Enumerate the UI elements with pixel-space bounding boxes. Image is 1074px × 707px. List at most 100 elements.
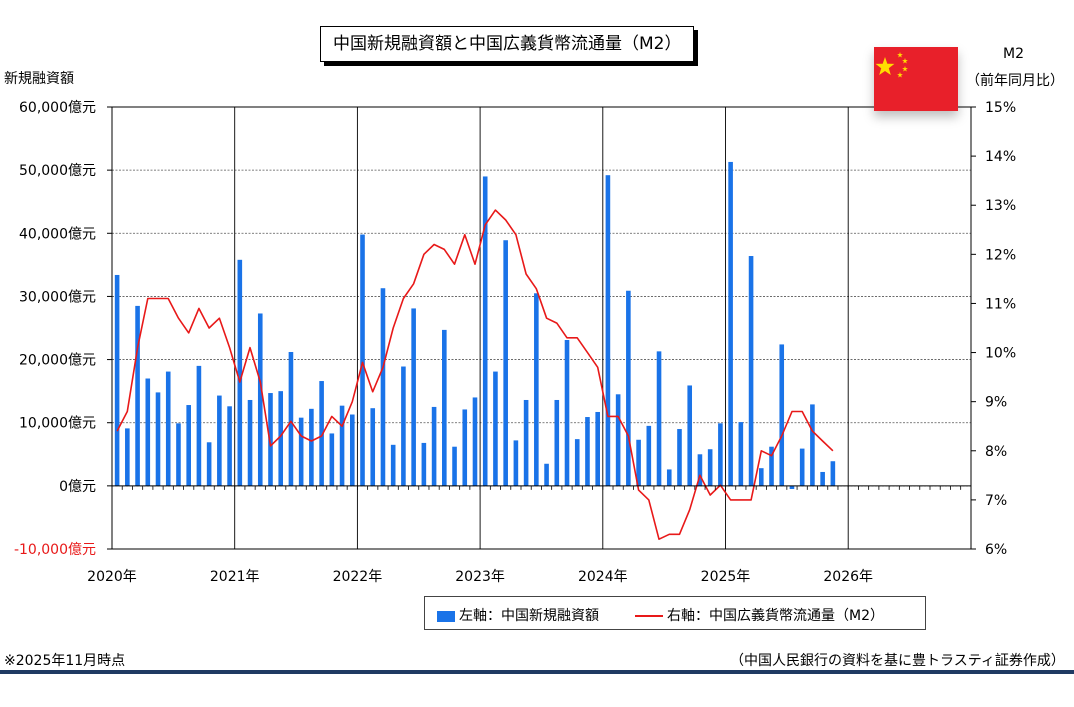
left-tick-label: 10,000億元 (19, 416, 96, 432)
loan-bar (288, 351, 294, 486)
loan-bar (554, 399, 560, 486)
left-tick-label: 60,000億元 (19, 100, 96, 116)
loan-bar (431, 406, 437, 486)
loan-bar (493, 371, 498, 486)
loan-bar (155, 392, 161, 486)
right-tick-label: 7% (985, 493, 1007, 509)
loan-bar (748, 256, 754, 486)
loan-bar (176, 423, 181, 486)
loan-bar (697, 454, 703, 486)
loan-bar (544, 463, 549, 486)
x-tick-label: 2022年 (333, 569, 383, 585)
left-tick-label: 40,000億元 (19, 226, 96, 242)
loan-bar (360, 234, 365, 486)
left-tick-label: 50,000億元 (19, 163, 96, 179)
legend-item-bar: 左軸：中国新規融資額 (437, 605, 599, 625)
legend-line-label: 右軸：中国広義貨幣流通量（M2） (667, 608, 884, 624)
loan-bar (585, 417, 590, 486)
loan-bar (779, 344, 785, 486)
loan-bar (615, 394, 621, 486)
source-note: （中国人民銀行の資料を基に豊トラスティ証券作成） (730, 653, 1065, 669)
left-tick-label: 30,000億元 (19, 289, 96, 305)
left-tick-label: 20,000億元 (19, 353, 96, 369)
loan-bar (523, 399, 529, 486)
right-tick-label: 6% (985, 542, 1007, 558)
loan-bar (513, 440, 519, 486)
loan-bar (564, 339, 570, 486)
loan-bar (135, 305, 140, 486)
chart-title: 中国新規融資額と中国広義貨幣流通量（M2） (320, 26, 695, 62)
x-tick-label: 2024年 (578, 569, 628, 585)
x-tick-label: 2023年 (455, 569, 505, 585)
x-tick-label: 2021年 (210, 569, 260, 585)
loan-bar (482, 176, 488, 486)
loan-bar (820, 471, 825, 486)
loan-bar (145, 378, 151, 486)
tick-labels: 60,000億元 50,000億元 40,000億元 30,000億元 20,000億元… (14, 100, 1016, 585)
loan-bar (677, 429, 682, 486)
loan-bar (503, 240, 508, 486)
loan-bar (769, 446, 774, 486)
loan-bar (472, 397, 478, 486)
bar-series (114, 161, 836, 490)
left-axis-title: 新規融資額 (4, 71, 74, 87)
loan-bar (165, 371, 171, 486)
right-tick-label: 15% (985, 100, 1016, 116)
china-flag-icon (874, 47, 958, 111)
chart-legend: 左軸：中国新規融資額 右軸：中国広義貨幣流通量（M2） (424, 596, 926, 630)
loan-bar (319, 381, 324, 486)
plot-frame (111, 106, 972, 550)
loan-bar (390, 444, 396, 486)
right-tick-label: 14% (985, 149, 1016, 165)
left-tick-label: -10,000億元 (14, 542, 96, 558)
loan-bar (758, 468, 764, 486)
loan-bar (186, 405, 191, 486)
loan-bar (268, 393, 273, 486)
right-tick-label: 12% (985, 247, 1016, 263)
loan-bar (237, 259, 243, 486)
right-tick-label: 10% (985, 346, 1016, 362)
loan-bar (114, 274, 120, 486)
legend-line-swatch (635, 615, 663, 617)
loan-bar (125, 428, 130, 486)
right-axis-title-yoy: （前年同月比） (966, 73, 1064, 89)
loan-bar (636, 439, 641, 486)
loan-bar (278, 391, 284, 486)
right-tick-label: 11% (985, 296, 1016, 312)
right-tick-label: 13% (985, 198, 1016, 214)
footer-rule (0, 670, 1074, 674)
loan-bar (626, 290, 631, 486)
loan-bar (411, 308, 416, 486)
loan-bar (227, 406, 232, 486)
loan-bar (718, 423, 723, 486)
legend-bar-swatch (437, 610, 455, 622)
data-as-of-note: ※2025年11月時点 (4, 653, 126, 669)
line-series (116, 209, 834, 541)
loan-bar (646, 425, 652, 486)
right-axis-title-m2: M2 (1003, 46, 1024, 62)
loan-bar (574, 439, 580, 486)
loan-bar (707, 449, 713, 486)
loan-bar (217, 395, 222, 486)
loan-bar (687, 385, 693, 486)
loan-bar (462, 409, 468, 486)
x-tick-label: 2020年 (87, 569, 137, 585)
loan-bar (810, 404, 815, 486)
chart-axes (107, 106, 976, 550)
loan-bar (257, 313, 263, 486)
loan-bar (329, 433, 335, 486)
x-tick-label: 2026年 (823, 569, 873, 585)
loan-bar (349, 414, 355, 486)
right-tick-label: 8% (985, 444, 1007, 460)
loan-bar (595, 411, 600, 486)
x-tick-label: 2025年 (701, 569, 751, 585)
loan-bar (442, 329, 447, 486)
loan-bar (728, 161, 733, 486)
loan-bar (534, 293, 539, 486)
left-tick-label: 0億元 (59, 479, 96, 495)
legend-bar-label: 左軸：中国新規融資額 (459, 608, 599, 624)
loan-bar (380, 288, 386, 486)
loan-bar (799, 448, 805, 486)
loan-bar (656, 351, 662, 486)
